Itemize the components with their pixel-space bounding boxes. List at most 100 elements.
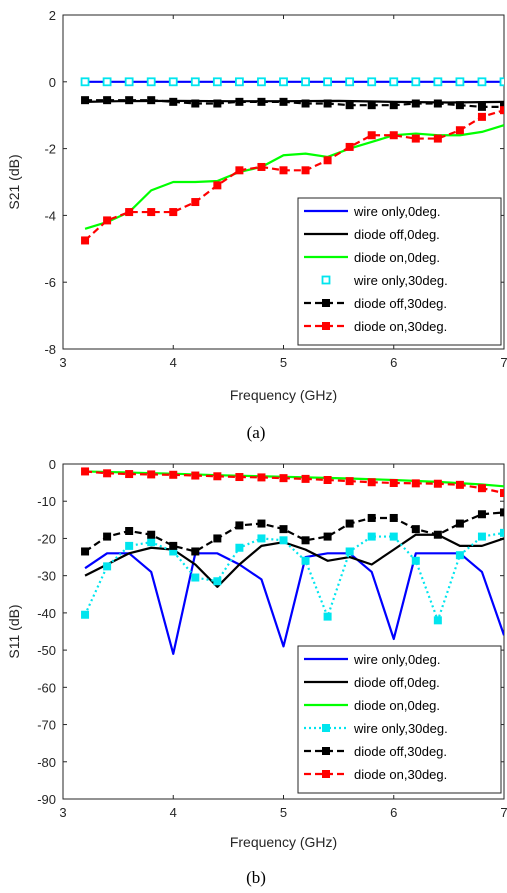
legend-marker-sample: [322, 747, 330, 755]
legend-label: wire only,0deg.: [353, 204, 440, 219]
series-diode-off-30deg-: [81, 508, 504, 556]
data-point: [125, 527, 134, 535]
data-point: [367, 513, 376, 522]
legend-item: diode on,30deg.: [304, 319, 447, 334]
series-diode-on-30deg-: [81, 467, 504, 498]
x-tick-label: 4: [170, 805, 177, 820]
data-point: [279, 97, 288, 106]
data-point: [455, 77, 465, 87]
data-point: [433, 77, 443, 87]
x-tick-label: 6: [390, 805, 397, 820]
legend-item: diode off,0deg.: [304, 227, 440, 242]
data-point: [103, 96, 112, 105]
legend: wire only,0deg. diode off,0deg. diode on,0…: [297, 197, 502, 346]
y-axis-label: S21 (dB): [6, 154, 22, 209]
data-point: [389, 131, 398, 140]
data-point: [345, 519, 354, 528]
legend-item: diode off,30deg.: [304, 296, 447, 311]
data-point: [169, 470, 178, 479]
y-tick-label: -4: [44, 208, 56, 223]
y-tick-label: -20: [37, 531, 56, 546]
legend-marker-sample: [322, 299, 330, 307]
legend-item: diode on,0deg.: [304, 698, 440, 713]
y-tick-label: -70: [37, 718, 56, 733]
data-point: [389, 478, 398, 487]
data-point: [235, 521, 244, 530]
series-wire-only-30deg-: [81, 528, 504, 625]
data-point: [323, 532, 332, 541]
data-point: [213, 534, 222, 543]
legend-box: [297, 645, 502, 794]
data-point: [455, 480, 464, 489]
data-point: [213, 577, 222, 586]
data-point: [80, 77, 90, 87]
legend-label: diode off,30deg.: [354, 744, 447, 759]
legend-item: wire only,0deg.: [304, 652, 440, 667]
chart-panel-b: 3 4 5 6 7 0 -10 -20 -30 -40 -50 -60 -70 -80 -90 wire on…: [6, 457, 507, 887]
figure-caption: (b): [246, 868, 266, 887]
data-point: [146, 77, 156, 87]
data-point: [213, 181, 222, 190]
data-point: [367, 77, 377, 87]
y-tick-label: -2: [44, 142, 56, 157]
legend-label: wire only,0deg.: [353, 652, 440, 667]
legend-label: diode off,0deg.: [354, 227, 440, 242]
data-point: [301, 99, 310, 108]
data-point: [433, 99, 442, 108]
legend-item: diode on,30deg.: [304, 767, 447, 782]
data-point: [345, 547, 354, 556]
data-point: [433, 530, 442, 539]
legend-label: wire only,30deg.: [353, 721, 448, 736]
x-tick-label: 7: [500, 355, 507, 370]
series-line: [84, 552, 504, 655]
data-point: [500, 489, 504, 498]
data-point: [323, 77, 333, 87]
data-point: [125, 96, 134, 105]
y-tick-label: 0: [49, 75, 56, 90]
data-point: [389, 513, 398, 522]
data-point: [345, 101, 354, 110]
legend-item: diode off,30deg.: [304, 744, 447, 759]
data-point: [500, 106, 504, 115]
legend-item: diode off,0deg.: [304, 675, 440, 690]
data-point: [345, 142, 354, 151]
data-point: [411, 556, 420, 565]
data-point: [257, 473, 266, 482]
y-tick-label: -80: [37, 755, 56, 770]
data-point: [235, 543, 244, 552]
legend-item: diode on,0deg.: [304, 250, 440, 265]
data-point: [191, 99, 200, 108]
data-point: [81, 610, 90, 619]
legend-label: diode on,30deg.: [354, 319, 447, 334]
data-point: [147, 530, 156, 539]
data-point: [389, 101, 398, 110]
data-point: [455, 126, 464, 135]
data-point: [147, 96, 156, 105]
data-point: [235, 473, 244, 482]
data-point: [125, 208, 134, 217]
data-point: [433, 134, 442, 143]
series-diode-off-30deg-: [81, 96, 504, 111]
data-point: [301, 474, 310, 483]
data-point: [191, 198, 200, 207]
legend-label: diode on,0deg.: [354, 698, 440, 713]
x-axis-label: Frequency (GHz): [230, 387, 337, 403]
data-point: [103, 469, 112, 478]
data-point: [81, 236, 90, 245]
series-wire-only-0deg-: [84, 552, 504, 655]
data-point: [81, 96, 90, 105]
data-point: [124, 77, 134, 87]
data-point: [301, 536, 310, 545]
legend-label: diode on,0deg.: [354, 250, 440, 265]
data-point: [323, 99, 332, 108]
y-tick-label: -90: [37, 792, 56, 807]
x-tick-label: 5: [280, 805, 287, 820]
data-point: [411, 99, 420, 108]
data-point: [169, 208, 178, 217]
y-tick-label: -50: [37, 643, 56, 658]
data-point: [103, 562, 112, 571]
figure-caption: (a): [247, 423, 266, 442]
data-point: [455, 551, 464, 560]
data-point: [367, 532, 376, 541]
data-point: [455, 519, 464, 528]
